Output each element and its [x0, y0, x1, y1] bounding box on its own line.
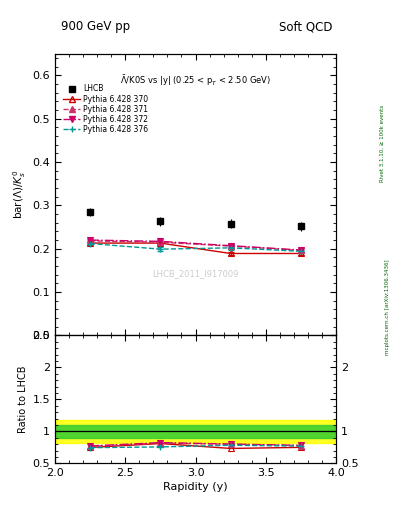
Bar: [55, 425, 336, 438]
Legend: LHCB, Pythia 6.428 370, Pythia 6.428 371, Pythia 6.428 372, Pythia 6.428 376: LHCB, Pythia 6.428 370, Pythia 6.428 371…: [62, 83, 150, 136]
Y-axis label: $\mathrm{bar}(\Lambda)/K^0_s$: $\mathrm{bar}(\Lambda)/K^0_s$: [11, 170, 28, 219]
Bar: [55, 420, 336, 443]
Text: 900 GeV pp: 900 GeV pp: [61, 20, 130, 33]
X-axis label: Rapidity (y): Rapidity (y): [163, 482, 228, 493]
Text: Soft QCD: Soft QCD: [279, 20, 332, 33]
Text: $\bar{\Lambda}$/K0S vs |y| (0.25 < p$_T$ < 2.50 GeV): $\bar{\Lambda}$/K0S vs |y| (0.25 < p$_T$…: [120, 73, 271, 88]
Text: mcplots.cern.ch [arXiv:1306.3436]: mcplots.cern.ch [arXiv:1306.3436]: [385, 260, 390, 355]
Text: Rivet 3.1.10, ≥ 100k events: Rivet 3.1.10, ≥ 100k events: [380, 105, 384, 182]
Text: LHCB_2011_I917009: LHCB_2011_I917009: [152, 269, 239, 278]
Y-axis label: Ratio to LHCB: Ratio to LHCB: [18, 366, 28, 433]
